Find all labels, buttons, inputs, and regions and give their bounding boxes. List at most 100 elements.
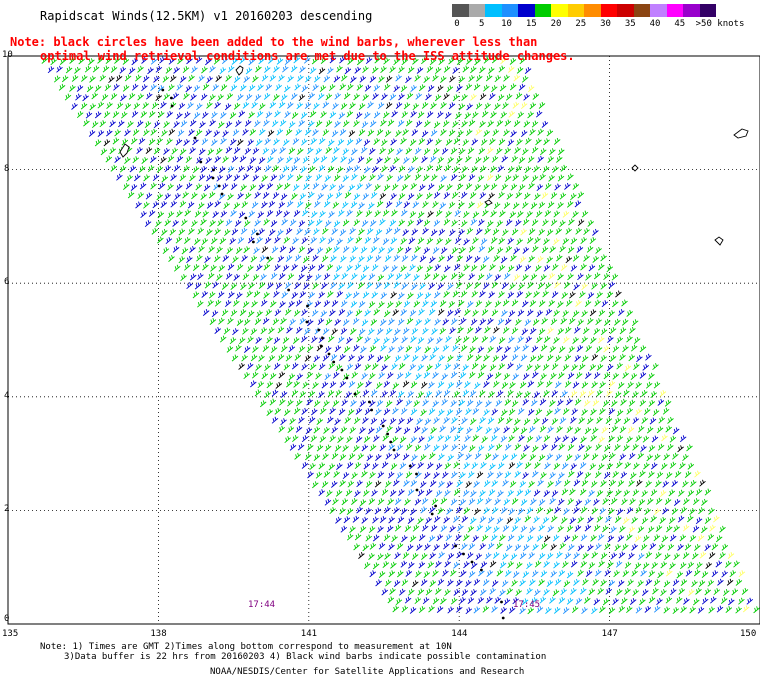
map-frame [7,55,760,625]
time-label-right: 17:45 [513,600,541,610]
latitude-label: 4 [4,390,10,401]
island-outline [484,199,493,206]
contamination-dot [408,464,412,468]
legend-label: 25 [575,19,587,29]
legend-swatch [650,4,667,17]
latitude-label: 2 [4,504,10,515]
contamination-dot [381,424,385,428]
legend-label: 10 [501,19,512,29]
contamination-dot [389,440,393,444]
latitude-label: 0 [4,614,10,624]
contamination-dot [193,136,197,140]
legend-swatch [699,4,716,17]
legend-swatch [633,4,650,17]
wind-barbs [150,56,661,615]
longitude-label: 135 [2,629,19,639]
legend-label: 40 [649,19,661,29]
contamination-dot [332,360,336,364]
legend-label: 0 [454,19,460,29]
contamination-dot [340,368,344,372]
contamination-dot [386,432,389,436]
legend-label: >50 knots [695,19,745,29]
island-outlines [119,65,749,246]
contamination-dot [327,352,331,356]
contamination-dot [170,96,173,100]
latitude-label: 8 [4,163,10,174]
longitude-label: 150 [740,629,757,639]
island-outline [235,65,244,76]
contamination-dot [256,232,259,236]
contamination-dot [321,336,324,340]
wind-barbs [103,67,734,588]
legend-swatch [518,4,535,17]
longitude-label: 144 [451,629,468,639]
time-label-left: 17:44 [248,600,276,610]
footer-note-1: Note: 1) Times are GMT 2)Times along bot… [40,642,452,652]
island-outline [714,236,724,246]
contamination-dot [319,344,323,348]
contamination-dot [392,448,396,452]
contamination-dot [480,568,483,572]
color-legend: 0 5 10 15 20 25 30 35 40 45 >50 knots [452,4,744,31]
contamination-dot [212,168,215,172]
legend-swatch [666,4,683,17]
contamination-dot [252,240,255,244]
legend-swatch [534,4,551,17]
longitude-label: 147 [601,629,618,639]
contamination-dot [211,176,215,180]
contamination-dot [287,288,290,292]
map-title: Rapidscat Winds(12.5KM) v1 20160203 desc… [40,9,373,23]
contamination-dot [161,88,165,92]
contamination-dot [317,328,321,332]
legend-color-bar [452,4,716,17]
contamination-dot [434,504,437,508]
contamination-dot [368,400,371,404]
contamination-dot [244,216,248,220]
legend-label: 5 [479,19,485,29]
note-line-2: optimal wind retrieval conditions are me… [40,49,575,63]
legend-swatch [617,4,634,17]
island-outline [631,164,639,172]
contamination-dot [306,304,309,308]
contamination-dot [266,256,270,260]
legend-label: 20 [550,19,562,29]
island-outline [733,128,749,139]
legend-label: 15 [525,19,537,29]
legend-swatch [551,4,568,17]
contamination-dot [415,472,418,476]
contamination-dot [220,192,224,196]
wind-swath [41,56,760,620]
longitude-label: 138 [150,629,167,639]
contamination-dot [353,392,357,396]
note-line-1: Note: black circles have been added to t… [10,35,538,49]
footer-note-2: 3)Data buffer is 22 hrs from 20160203 4)… [64,652,547,662]
legend-swatch [683,4,700,17]
contamination-dot [170,104,174,108]
legend-swatch [584,4,601,17]
latitude-label: 10 [2,50,13,60]
legend-swatch [485,4,502,17]
legend-label: 45 [674,19,686,29]
contamination-dot [430,512,434,516]
contamination-dot [199,160,203,164]
contamination-dot [462,552,465,556]
contamination-dot [501,616,505,620]
legend-swatch [501,4,518,17]
contamination-dot [470,560,474,564]
contamination-dot [305,320,309,324]
legend-labels: 0 5 10 15 20 25 30 35 40 45 >50 knots [452,17,744,31]
latitude-label: 6 [4,277,10,288]
wind-barbs [219,56,598,615]
legend-swatch [468,4,485,17]
legend-swatch [452,4,469,17]
wind-barbs [41,56,760,615]
contamination-dot [345,376,349,380]
contamination-dot [217,184,221,188]
contamination-dot [415,488,419,492]
contamination-dot [370,408,373,412]
legend-label: 30 [600,19,611,29]
legend-swatch [600,4,617,17]
wind-barbs [470,57,750,613]
island-outline [119,143,130,158]
